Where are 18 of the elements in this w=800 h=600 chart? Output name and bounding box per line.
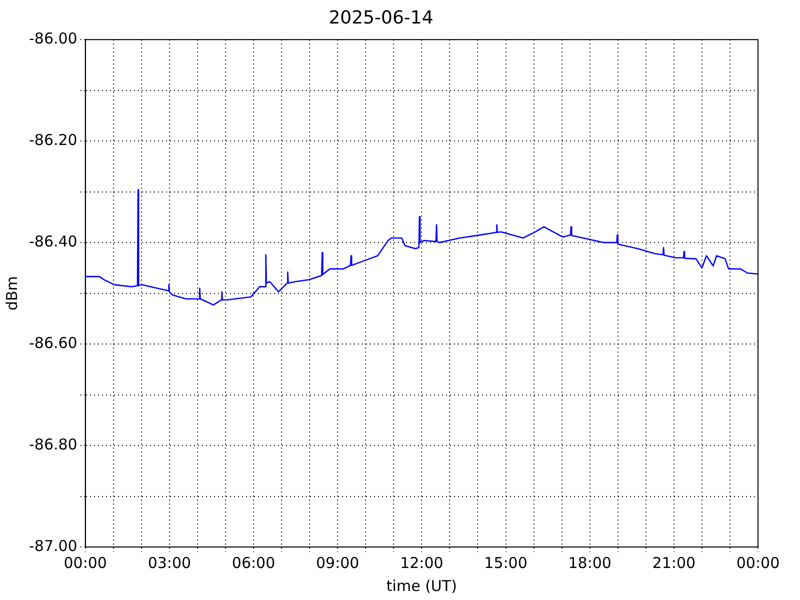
y-tick-label: -87.00 bbox=[28, 536, 78, 555]
y-tick-label: -86.00 bbox=[28, 29, 78, 48]
x-tick-label: 00:00 bbox=[64, 554, 107, 572]
x-tick-label: 18:00 bbox=[568, 554, 612, 572]
x-tick-label: 03:00 bbox=[148, 554, 192, 572]
y-tick-label: -86.60 bbox=[28, 334, 78, 352]
x-axis-title: time (UT) bbox=[386, 576, 457, 595]
y-axis-title: dBm bbox=[2, 276, 21, 311]
x-tick-label: 12:00 bbox=[400, 554, 444, 572]
y-tick-label: -86.20 bbox=[28, 130, 78, 149]
y-tick-label: -86.80 bbox=[28, 435, 78, 454]
x-tick-label: 09:00 bbox=[316, 554, 360, 572]
x-tick-label: 00:00 bbox=[736, 554, 780, 572]
y-tick-label: -86.40 bbox=[28, 232, 78, 250]
chart-title: 2025-06-14 bbox=[328, 7, 434, 28]
x-tick-label: 21:00 bbox=[652, 554, 696, 572]
x-tick-label: 06:00 bbox=[232, 554, 276, 572]
x-tick-label: 15:00 bbox=[484, 554, 528, 572]
